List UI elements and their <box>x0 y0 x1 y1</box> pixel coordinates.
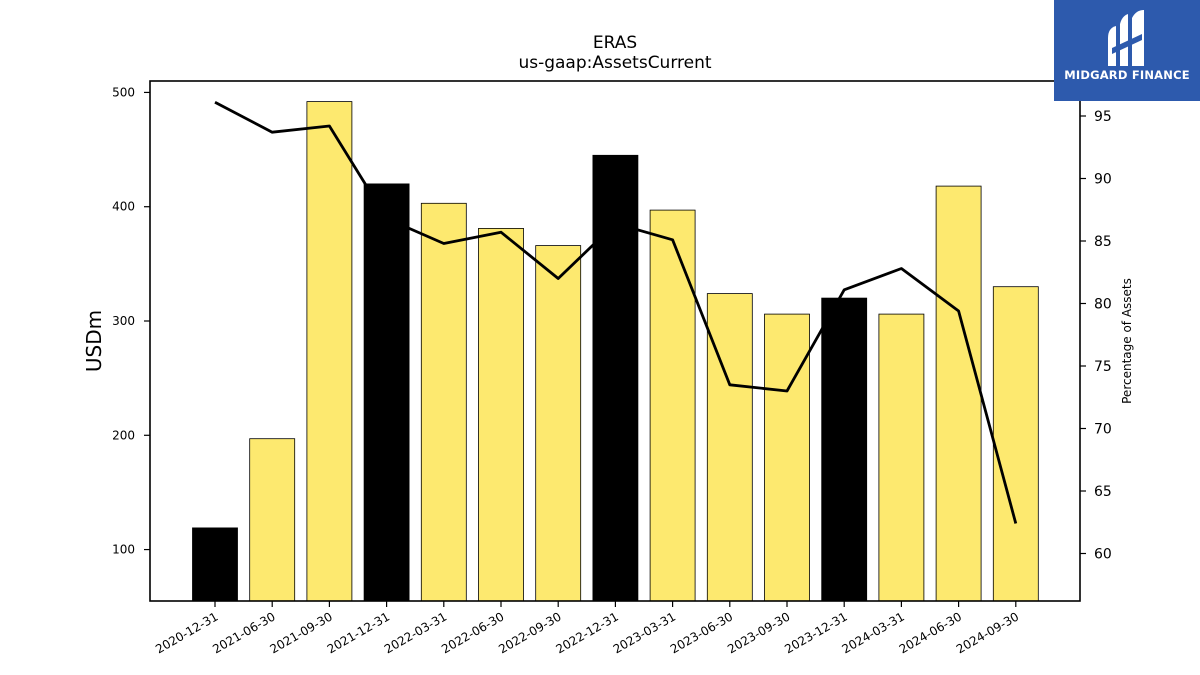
y-tick-label: 500 <box>112 85 135 99</box>
bar-2020-12-31 <box>192 527 238 602</box>
y-right-tick-label: 75 <box>1094 359 1112 375</box>
y-right-tick-label: 95 <box>1094 109 1112 125</box>
bar-2022-12-31 <box>592 154 639 602</box>
chart-title: ERAS <box>593 33 637 53</box>
x-tick-label: 2022-06-30 <box>439 609 506 656</box>
bar-2021-09-30 <box>306 101 353 602</box>
y-right-tick-label: 60 <box>1094 547 1112 563</box>
bar-2022-03-31 <box>420 202 467 602</box>
bar-2023-12-31 <box>821 297 868 602</box>
y-tick-label: 100 <box>112 543 135 557</box>
x-tick-label: 2021-12-31 <box>325 609 392 656</box>
y-tick-label: 300 <box>112 314 135 328</box>
bar-2022-06-30 <box>478 227 524 602</box>
y-tick-label: 400 <box>112 200 135 214</box>
x-tick-label: 2020-12-31 <box>153 609 220 656</box>
x-tick-label: 2023-09-30 <box>725 609 792 656</box>
bar-2024-06-30 <box>935 185 982 602</box>
bar-2024-03-31 <box>878 313 925 602</box>
line-group <box>214 101 1018 524</box>
x-tick-label: 2022-03-31 <box>382 609 449 656</box>
logo-text: MIDGARD FINANCE <box>1064 68 1190 82</box>
y-right-tick-label: 85 <box>1094 234 1112 250</box>
x-tick-label: 2023-06-30 <box>668 609 735 656</box>
y-tick-label: 200 <box>112 428 135 442</box>
bar-2024-09-30 <box>992 286 1039 602</box>
y-right-tick-label: 70 <box>1094 422 1112 438</box>
bar-2023-06-30 <box>706 293 753 602</box>
bar-2021-06-30 <box>249 438 296 602</box>
x-tick-label: 2022-09-30 <box>496 609 563 656</box>
x-tick-label: 2023-03-31 <box>611 609 678 656</box>
bar-2023-03-31 <box>649 209 696 602</box>
y-right-tick-label: 80 <box>1094 297 1112 313</box>
x-tick-label: 2024-03-31 <box>839 609 906 656</box>
percentage-line <box>214 101 1018 524</box>
y-right-tick-label: 90 <box>1094 172 1112 188</box>
y-axis-right-label: Percentage of Assets <box>1120 278 1134 404</box>
x-tick-label: 2024-09-30 <box>954 609 1021 656</box>
x-tick-label: 2024-06-30 <box>897 609 964 656</box>
y-axis-label: USDm <box>82 310 106 372</box>
x-tick-label: 2021-06-30 <box>210 609 277 656</box>
logo: MIDGARD FINANCE <box>1054 0 1200 101</box>
midgard-logo-icon <box>1108 10 1144 66</box>
x-tick-label: 2021-09-30 <box>267 609 334 656</box>
bar-2023-09-30 <box>764 313 810 602</box>
x-tick-label: 2023-12-31 <box>782 609 849 656</box>
chart-subtitle: us-gaap:AssetsCurrent <box>518 53 711 73</box>
bar-2022-09-30 <box>535 245 582 602</box>
y-axis-left: 100 200 300 400 500 <box>112 85 150 557</box>
x-tick-label: 2022-12-31 <box>553 609 620 656</box>
bar-2021-12-31 <box>363 183 410 602</box>
bars-group <box>192 101 1039 602</box>
x-axis: 2020-12-312021-06-302021-09-302021-12-31… <box>153 601 1021 656</box>
y-right-tick-label: 65 <box>1094 484 1112 500</box>
y-axis-right: 60 65 70 75 80 85 90 95 <box>1080 109 1112 563</box>
